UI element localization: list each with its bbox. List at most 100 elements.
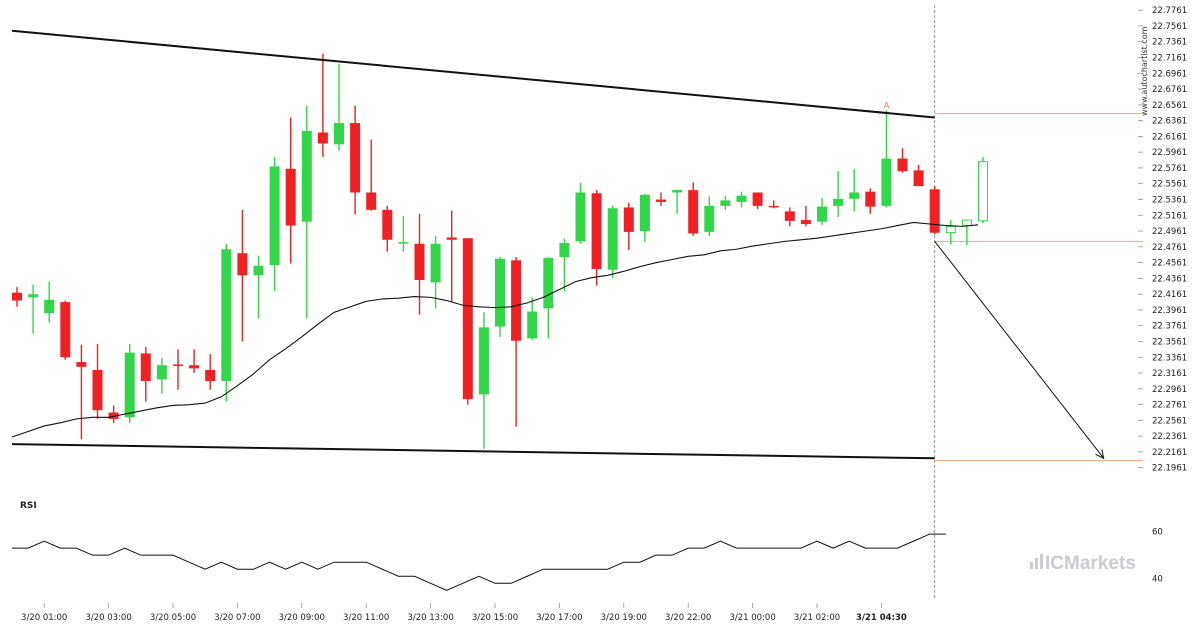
candle-body xyxy=(607,208,618,270)
candle-body xyxy=(269,166,280,266)
y-tick-label: 22.6961 xyxy=(1152,69,1187,79)
candle-body xyxy=(124,352,135,418)
candle-body xyxy=(672,190,683,193)
x-tick-label: 3/20 09:00 xyxy=(279,613,325,623)
y-tick-label: 22.4561 xyxy=(1152,259,1187,269)
candle-body xyxy=(591,193,602,269)
candle-body xyxy=(285,168,296,226)
pattern-annotations: A xyxy=(11,29,1105,460)
candle-body xyxy=(543,257,554,309)
candle-body xyxy=(736,195,747,202)
brand-name: ICMarkets xyxy=(1045,553,1136,574)
candle-body xyxy=(768,205,779,208)
y-tick-label: 22.5161 xyxy=(1152,211,1187,221)
candle-body xyxy=(28,294,39,298)
x-tick-label: 3/21 02:00 xyxy=(794,613,840,623)
candle-body xyxy=(334,123,344,145)
watermark-text: www.autochartist.com xyxy=(1140,26,1149,116)
candle-body xyxy=(237,253,248,276)
x-tick-label: 3/20 07:00 xyxy=(214,613,260,623)
candle-body xyxy=(623,207,634,232)
candle-body xyxy=(317,132,328,144)
y-tick-label: 22.5961 xyxy=(1152,148,1187,158)
x-tick-label: 3/20 22:00 xyxy=(665,613,711,623)
candle-body xyxy=(430,243,441,283)
candle-body xyxy=(60,302,71,358)
x-tick-label: 3/21 04:30 xyxy=(856,613,907,623)
y-tick-label: 22.3561 xyxy=(1152,337,1187,347)
y-tick-label: 22.2961 xyxy=(1152,385,1187,395)
y-tick-label: 22.3961 xyxy=(1152,306,1187,316)
candle-body xyxy=(156,365,167,380)
y-tick-label: 22.2761 xyxy=(1152,401,1187,411)
candle-body xyxy=(301,130,312,222)
candle-body xyxy=(12,292,22,301)
candle-body xyxy=(881,158,892,206)
candle-body xyxy=(559,242,570,258)
candle-body xyxy=(929,189,940,233)
y-tick-label: 22.7761 xyxy=(1152,6,1187,16)
x-tick-label: 3/20 17:00 xyxy=(536,613,582,623)
x-tick-label: 3/20 11:00 xyxy=(343,613,389,623)
upper-trendline xyxy=(11,29,935,119)
y-tick-label: 22.6161 xyxy=(1152,132,1187,142)
x-tick-label: 3/20 05:00 xyxy=(150,613,196,623)
candle-body xyxy=(495,258,505,327)
candle-body xyxy=(800,220,811,225)
rsi-title: RSI xyxy=(20,501,37,511)
candle-body xyxy=(817,206,827,222)
candle-body xyxy=(108,412,119,419)
pattern-point-label: A xyxy=(883,101,890,111)
y-tick-label: 22.3761 xyxy=(1152,322,1187,332)
price-axis: 22.7761 22.7561 22.7361 22.7161 22.6961 22.67… xyxy=(1138,6,1187,474)
candle-body xyxy=(865,191,876,207)
y-tick-label: 22.1961 xyxy=(1152,464,1187,474)
y-tick-label: 22.4961 xyxy=(1152,227,1187,237)
level-lines xyxy=(934,5,1143,600)
candle-body xyxy=(366,192,377,210)
candle-body xyxy=(784,211,795,221)
x-tick-label: 3/21 00:00 xyxy=(729,613,775,623)
time-axis: 3/20 01:00 3/20 03:00 3/20 05:00 3/20 07:00… xyxy=(21,603,907,623)
candle-body xyxy=(639,194,650,232)
moving-average-line xyxy=(11,221,979,438)
projection-arrow xyxy=(934,241,1105,459)
candle-body xyxy=(462,238,473,400)
y-tick-label: 22.5361 xyxy=(1152,195,1187,205)
y-tick-label: 22.2161 xyxy=(1152,448,1187,458)
candle-body xyxy=(350,123,361,193)
candlestick-series xyxy=(12,53,988,449)
candle-body xyxy=(205,369,216,381)
candle-body xyxy=(76,362,87,367)
candle-body xyxy=(398,242,409,244)
rsi-panel: 60 40 xyxy=(12,528,1163,591)
y-tick-label: 22.3361 xyxy=(1152,353,1187,363)
candle-body xyxy=(173,364,183,366)
candle-body xyxy=(704,205,715,232)
y-tick-label: 22.5561 xyxy=(1152,180,1187,190)
rsi-tick-label: 60 xyxy=(1152,528,1163,538)
brand-suffix: Markets xyxy=(1064,553,1136,574)
candle-body xyxy=(849,192,860,199)
candle-body xyxy=(897,158,908,172)
y-tick-label: 22.3161 xyxy=(1152,369,1187,379)
arrow-head xyxy=(1095,449,1105,460)
candle-body xyxy=(656,199,666,202)
candle-body xyxy=(44,299,55,314)
y-tick-label: 22.4361 xyxy=(1152,274,1187,284)
x-tick-label: 3/20 13:00 xyxy=(407,613,453,623)
y-tick-label: 22.4161 xyxy=(1152,290,1187,300)
candle-body xyxy=(720,200,731,206)
x-tick-label: 3/20 15:00 xyxy=(472,613,518,623)
candle-body xyxy=(478,327,489,395)
x-tick-label: 3/20 01:00 xyxy=(21,613,67,623)
y-tick-label: 22.7561 xyxy=(1152,22,1187,32)
candle-body xyxy=(446,237,457,240)
candle-body xyxy=(189,365,200,369)
y-tick-label: 22.7361 xyxy=(1152,38,1187,48)
brand-logo: ICMarkets xyxy=(1030,553,1136,574)
y-tick-label: 22.2361 xyxy=(1152,432,1187,442)
bars-icon xyxy=(1030,554,1043,569)
candle-body xyxy=(221,249,232,381)
